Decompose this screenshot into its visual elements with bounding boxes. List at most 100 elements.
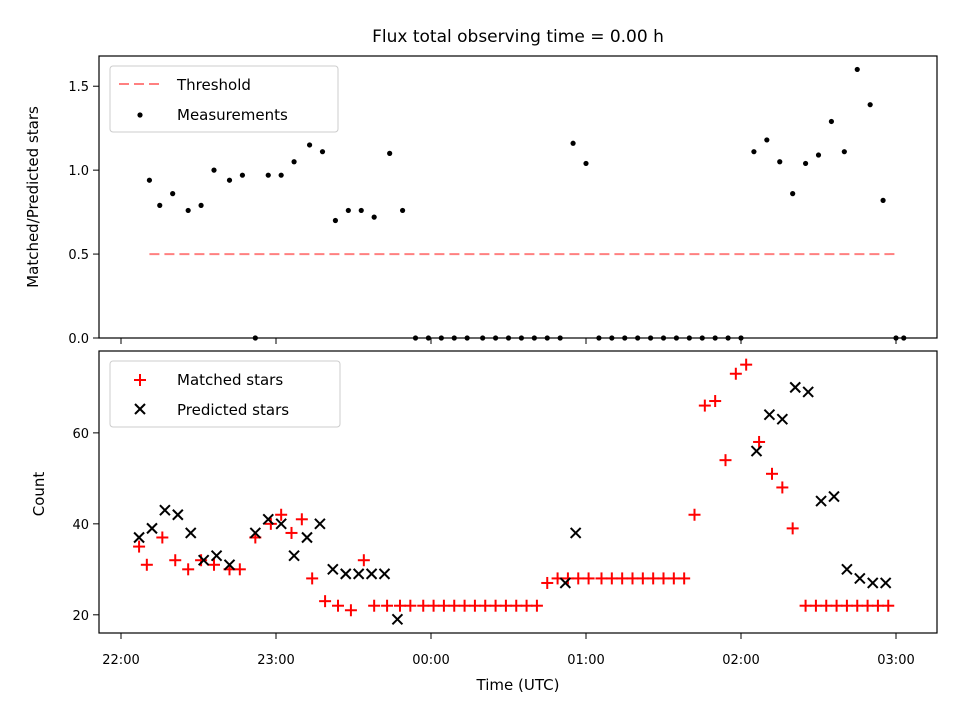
measurement-point [854, 66, 860, 73]
matched-star-point [582, 572, 595, 585]
measurement-point [841, 149, 847, 155]
matched-star-point [182, 563, 195, 576]
measurement-point [635, 335, 641, 341]
measurement-point [291, 159, 297, 165]
count-x-tick-label: 22:00 [102, 653, 139, 668]
ratio-y-axis-label: Matched/Predicted stars [24, 106, 42, 288]
predicted-star-point [365, 568, 378, 580]
count-y-tick-label: 40 [72, 518, 89, 533]
matched-star-point [840, 599, 853, 612]
matched-star-point [368, 599, 381, 612]
measurement-point [686, 335, 692, 341]
measurement-point [751, 149, 757, 155]
measurement-point [531, 335, 537, 341]
predicted-star-point [314, 518, 326, 530]
matched-star-point [510, 599, 523, 612]
measurement-point [828, 118, 835, 125]
matched-star-point [729, 367, 742, 380]
ratio-legend: Threshold Measurements [109, 65, 339, 133]
matched-star-point [766, 467, 778, 480]
measurement-point [239, 172, 246, 178]
measurement-point [399, 207, 406, 214]
matched-star-point [851, 599, 864, 612]
matched-star-point [275, 508, 288, 521]
predicted-star-point [391, 613, 404, 626]
measurement-point [583, 160, 589, 167]
matched-star-point [479, 599, 492, 612]
count-legend: Matched stars Predicted stars [109, 360, 341, 428]
matched-star-point [688, 508, 701, 521]
matched-star-point [561, 572, 574, 585]
matched-star-point [133, 540, 146, 553]
matched-star-point [830, 599, 843, 612]
legend-predicted-swatch [134, 403, 146, 415]
measurement-point [451, 335, 457, 341]
predicted-star-point [249, 527, 262, 539]
measurement-point [211, 167, 217, 173]
matched-star-point [520, 599, 533, 612]
matched-star-point [332, 599, 344, 612]
predicted-star-point [802, 386, 814, 398]
measurement-point [738, 335, 744, 341]
matched-star-point [572, 572, 585, 585]
matched-star-point [636, 572, 649, 585]
matched-star-point [799, 599, 812, 612]
matched-star-point [820, 599, 833, 612]
matched-star-point [499, 599, 512, 612]
figure-title: Flux total observing time = 0.00 h [372, 27, 664, 47]
count-y-axis: 20 40 60 [72, 427, 99, 624]
count-y-axis-label: Count [30, 472, 48, 517]
count-x-tick-label: 03:00 [877, 653, 914, 668]
matched-star-point [156, 531, 169, 544]
measurement-point [609, 335, 615, 341]
measurement-point [332, 217, 339, 224]
matched-star-point [448, 599, 461, 612]
measurement-point [901, 335, 907, 341]
matched-star-point [344, 604, 357, 617]
ratio-x-axis [120, 338, 897, 344]
measurement-point [505, 335, 512, 341]
matched-star-point [719, 454, 732, 467]
matched-star-point [809, 599, 822, 612]
predicted-star-point [223, 559, 236, 571]
measurement-point [764, 137, 770, 143]
count-x-tick-label: 02:00 [722, 653, 759, 668]
measurement-point [815, 152, 822, 158]
ratio-y-tick-label: 1.0 [68, 164, 89, 179]
matched-star-point [882, 599, 895, 612]
matched-star-point [394, 599, 406, 612]
matched-star-point [616, 572, 629, 585]
measurement-point [371, 214, 377, 220]
matched-star-point [740, 358, 753, 371]
predicted-star-point [789, 381, 801, 394]
matched-star-point [786, 522, 799, 535]
matched-star-point [140, 558, 153, 571]
count-x-tick-label: 00:00 [412, 653, 449, 668]
predicted-star-point [569, 527, 582, 539]
measurement-point [265, 172, 271, 178]
matched-star-point [595, 572, 608, 585]
predicted-star-point [146, 522, 158, 535]
count-x-tick-label: 01:00 [567, 653, 604, 668]
ratio-y-axis: 0.0 0.5 1.0 1.5 [68, 80, 99, 347]
matched-star-point [530, 599, 543, 612]
matched-star-point [657, 572, 670, 585]
matched-star-point [295, 513, 308, 526]
measurement-point [893, 335, 899, 341]
matched-star-point [427, 599, 440, 612]
count-plot-frame [98, 350, 938, 634]
measurement-point [157, 202, 163, 208]
ratio-y-tick-label: 0.5 [68, 248, 89, 263]
matched-star-point [871, 599, 884, 612]
matched-star-point [404, 599, 417, 612]
matched-star-point [678, 572, 691, 585]
measurement-point [464, 335, 470, 341]
matched-star-point [208, 558, 220, 571]
ratio-legend-box [109, 65, 339, 133]
measurement-point [518, 335, 525, 341]
ratio-y-tick-label: 1.5 [68, 80, 89, 95]
measurement-point [596, 335, 602, 341]
measurement-point [622, 335, 628, 341]
measurement-point [880, 197, 886, 203]
matched-star-point [169, 554, 182, 567]
